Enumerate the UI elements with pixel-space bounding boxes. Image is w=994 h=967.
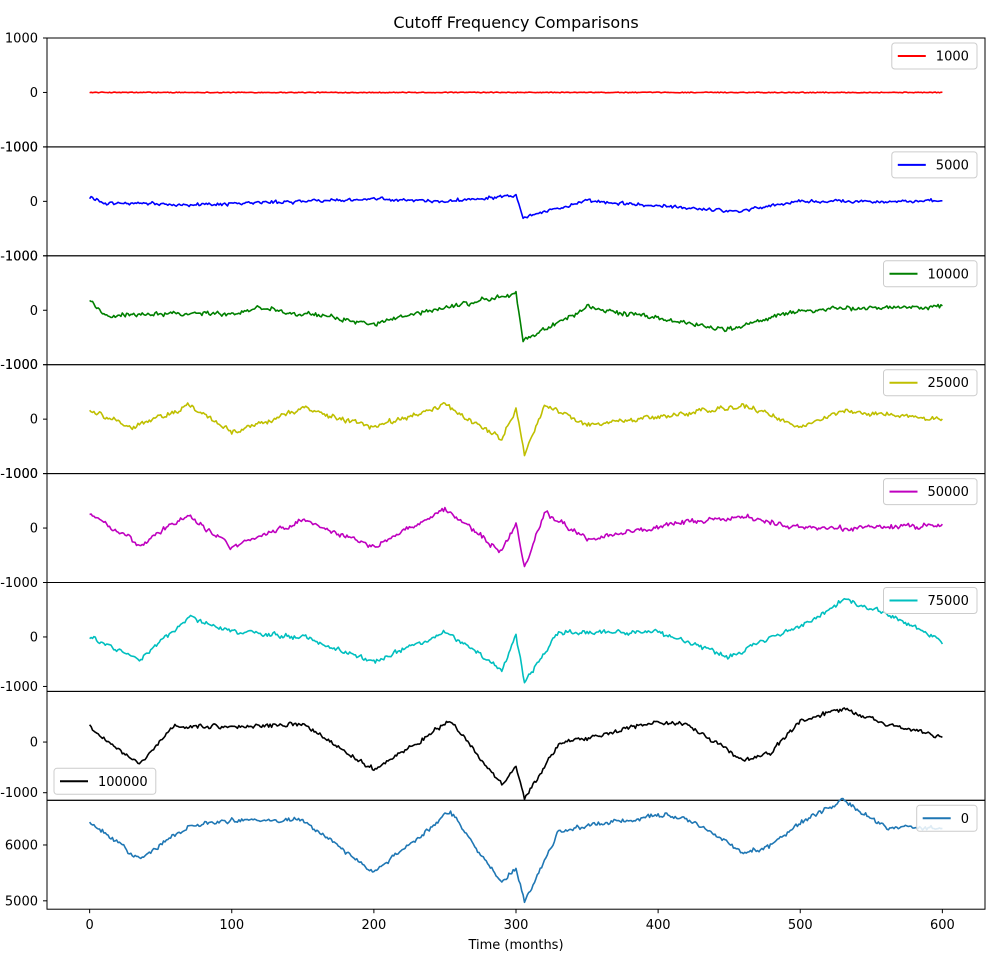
y-tick-label: -1000 bbox=[0, 680, 38, 695]
subplot-5000: -1000 0 1000 5000 bbox=[0, 140, 986, 264]
subplot-stack: -1000010001000-1000010005000-10000100010… bbox=[0, 32, 986, 910]
y-tick-label: 0 bbox=[30, 736, 38, 751]
subplot-25000: -1000 0 1000 25000 bbox=[0, 358, 986, 482]
y-tick-label: 0 bbox=[30, 522, 38, 537]
legend-box bbox=[883, 587, 978, 614]
subplot-50000: -1000 0 1000 50000 bbox=[0, 467, 986, 591]
legend-label: 100000 bbox=[98, 775, 148, 790]
y-tick-label: 0 bbox=[30, 413, 38, 428]
y-tick-label: -1000 bbox=[0, 358, 38, 373]
y-tick-label: -1000 bbox=[0, 467, 38, 482]
series-line-100000 bbox=[88, 707, 943, 801]
y-tick-label: 1000 bbox=[5, 358, 38, 373]
series-line-10000 bbox=[89, 290, 943, 343]
x-tick-label: 300 bbox=[504, 918, 529, 933]
legend-1000: 1000 bbox=[891, 42, 978, 70]
legend-box bbox=[883, 478, 978, 506]
legend-label: 75000 bbox=[928, 594, 969, 609]
y-tick-label: 0 bbox=[30, 195, 38, 210]
subplot-75000: -1000 0 75000 bbox=[0, 582, 986, 695]
legend-label: 5000 bbox=[936, 158, 969, 173]
y-tick-label: 5000 bbox=[5, 894, 38, 909]
y-tick-label: 6000 bbox=[5, 838, 38, 853]
subplot-frame bbox=[46, 364, 986, 475]
legend-50000: 50000 bbox=[883, 478, 978, 506]
y-tick-label: 1000 bbox=[5, 467, 38, 482]
y-tick-label: 0 bbox=[30, 86, 38, 101]
subplot-0: 5000 6000 0 bbox=[5, 797, 986, 910]
series-line-0 bbox=[88, 797, 943, 904]
legend-10000: 10000 bbox=[883, 260, 978, 288]
y-tick-label: 1000 bbox=[5, 32, 38, 47]
legend-label: 50000 bbox=[928, 485, 969, 500]
subplot-frame bbox=[46, 799, 986, 910]
x-tick-label: 200 bbox=[361, 918, 386, 933]
y-tick-label: 0 bbox=[30, 630, 38, 645]
series-line-1000 bbox=[89, 91, 943, 94]
series-line-50000 bbox=[89, 506, 943, 568]
y-tick-label: -1000 bbox=[0, 786, 38, 801]
y-tick-label: 0 bbox=[30, 304, 38, 319]
legend-box bbox=[883, 260, 978, 288]
series-line-25000 bbox=[89, 402, 943, 457]
legend-100000: 100000 bbox=[53, 767, 157, 795]
subplot-100000: -1000 0 100000 bbox=[0, 690, 986, 801]
legend-box bbox=[891, 42, 978, 70]
legend-label: 1000 bbox=[936, 50, 969, 65]
x-tick-label: 0 bbox=[85, 918, 93, 933]
x-axis-label: Time (months) bbox=[467, 938, 563, 953]
x-tick-label: 600 bbox=[930, 918, 955, 933]
series-line-75000 bbox=[89, 597, 944, 684]
legend-label: 10000 bbox=[928, 267, 969, 282]
subplot-1000: -1000 0 1000 1000 bbox=[0, 32, 986, 155]
subplot-10000: -1000 0 1000 10000 bbox=[0, 249, 986, 373]
legend-label: 0 bbox=[961, 812, 969, 827]
y-tick-label: 1000 bbox=[5, 140, 38, 155]
legend-5000: 5000 bbox=[891, 151, 978, 179]
subplot-frame bbox=[46, 255, 986, 366]
x-tick-label: 400 bbox=[646, 918, 671, 933]
legend-75000: 75000 bbox=[883, 587, 978, 614]
legend-25000: 25000 bbox=[883, 369, 978, 397]
x-tick-label: 100 bbox=[219, 918, 244, 933]
x-axis: 0 100 200 300 400 500 600 bbox=[85, 909, 955, 933]
y-tick-label: 1000 bbox=[5, 249, 38, 264]
x-tick-label: 500 bbox=[788, 918, 813, 933]
y-tick-label: -1000 bbox=[0, 140, 38, 155]
y-tick-label: -1000 bbox=[0, 249, 38, 264]
legend-box bbox=[891, 151, 978, 179]
chart-title: Cutoff Frequency Comparisons bbox=[393, 13, 638, 32]
legend-box bbox=[883, 369, 978, 397]
series-line-5000 bbox=[88, 193, 943, 220]
legend-0: 0 bbox=[916, 804, 978, 832]
y-tick-label: -1000 bbox=[0, 576, 38, 591]
legend-box bbox=[53, 767, 157, 795]
legend-label: 25000 bbox=[928, 376, 969, 391]
